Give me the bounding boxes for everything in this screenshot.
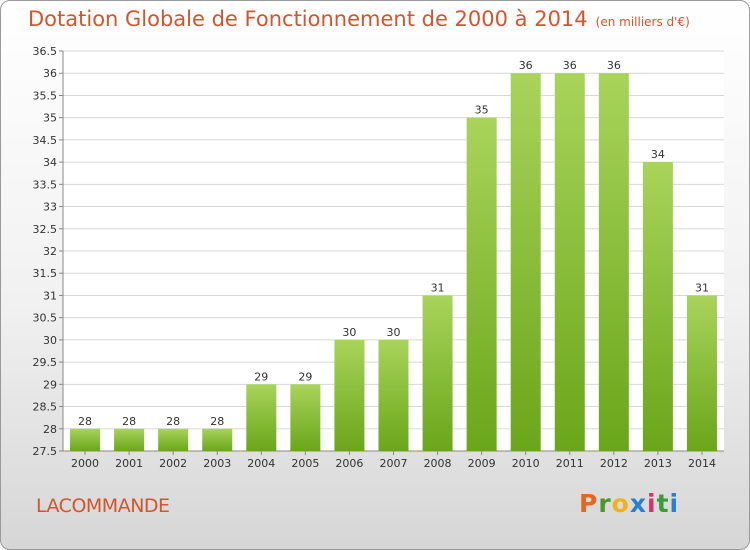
x-tick-label: 2000 [71,457,99,470]
y-tick-label: 32.5 [33,223,58,236]
y-tick-label: 34 [43,156,57,169]
chart-unit: (en milliers d'€) [595,15,690,29]
chart-title-text: Dotation Globale de Fonctionnement de 20… [28,7,588,31]
bar [70,428,101,451]
y-tick-label: 35.5 [33,89,58,102]
y-tick-label: 33 [43,201,57,214]
x-tick-label: 2009 [468,457,496,470]
data-label: 36 [607,59,621,72]
bar [466,117,497,452]
y-tick-label: 36 [43,67,57,80]
commune-name: LACOMMANDE [36,495,170,517]
bar [598,73,629,451]
data-label: 36 [519,59,533,72]
logo-letter: i [647,489,657,518]
bar [114,428,145,451]
x-tick-label: 2003 [203,457,231,470]
x-tick-label: 2014 [688,457,716,470]
bar [246,384,277,451]
y-tick-label: 29 [43,378,57,391]
y-tick-label: 31 [43,289,57,302]
y-tick-label: 35 [43,112,57,125]
bar [202,428,233,451]
x-tick-label: 2011 [556,457,584,470]
x-tick-label: 2010 [512,457,540,470]
proxiti-logo: Proxiti [579,489,679,518]
bar [334,339,365,451]
y-tick-label: 29.5 [33,356,58,369]
bar [158,428,189,451]
y-tick-label: 30.5 [33,312,58,325]
logo-letter: r [598,489,612,518]
data-label: 28 [122,415,136,428]
bar [378,339,409,451]
y-tick-label: 36.5 [33,45,58,58]
x-tick-label: 2005 [291,457,319,470]
y-tick-label: 31.5 [33,267,58,280]
chart-title: Dotation Globale de Fonctionnement de 20… [28,7,690,31]
logo-letter: P [579,489,599,518]
logo-letter: o [611,489,630,518]
data-label: 34 [651,148,665,161]
data-label: 30 [387,326,401,339]
x-tick-label: 2006 [335,457,363,470]
x-tick-label: 2007 [380,457,408,470]
y-tick-label: 34.5 [33,134,58,147]
data-label: 31 [695,281,709,294]
data-label: 28 [78,415,92,428]
y-tick-label: 28.5 [33,401,58,414]
y-tick-label: 33.5 [33,178,58,191]
x-tick-label: 2004 [247,457,275,470]
data-label: 36 [563,59,577,72]
data-label: 30 [342,326,356,339]
y-tick-label: 28 [43,423,57,436]
logo-letter: i [669,489,680,518]
bar [422,295,453,451]
data-label: 28 [166,415,180,428]
bar [290,384,321,451]
y-tick-label: 30 [43,334,57,347]
bar [554,73,585,451]
data-label: 28 [210,415,224,428]
bar [642,162,673,451]
bar [686,295,717,451]
y-tick-label: 32 [43,245,57,258]
y-tick-label: 27.5 [33,445,58,458]
x-tick-label: 2002 [159,457,187,470]
logo-letter: t [656,489,670,518]
x-tick-label: 2013 [644,457,672,470]
x-tick-label: 2001 [115,457,143,470]
data-label: 29 [254,370,268,383]
data-label: 35 [475,104,489,117]
logo-letter: x [629,489,647,518]
data-label: 31 [431,281,445,294]
bar [510,73,541,451]
x-tick-label: 2008 [424,457,452,470]
x-tick-label: 2012 [600,457,628,470]
data-label: 29 [298,370,312,383]
